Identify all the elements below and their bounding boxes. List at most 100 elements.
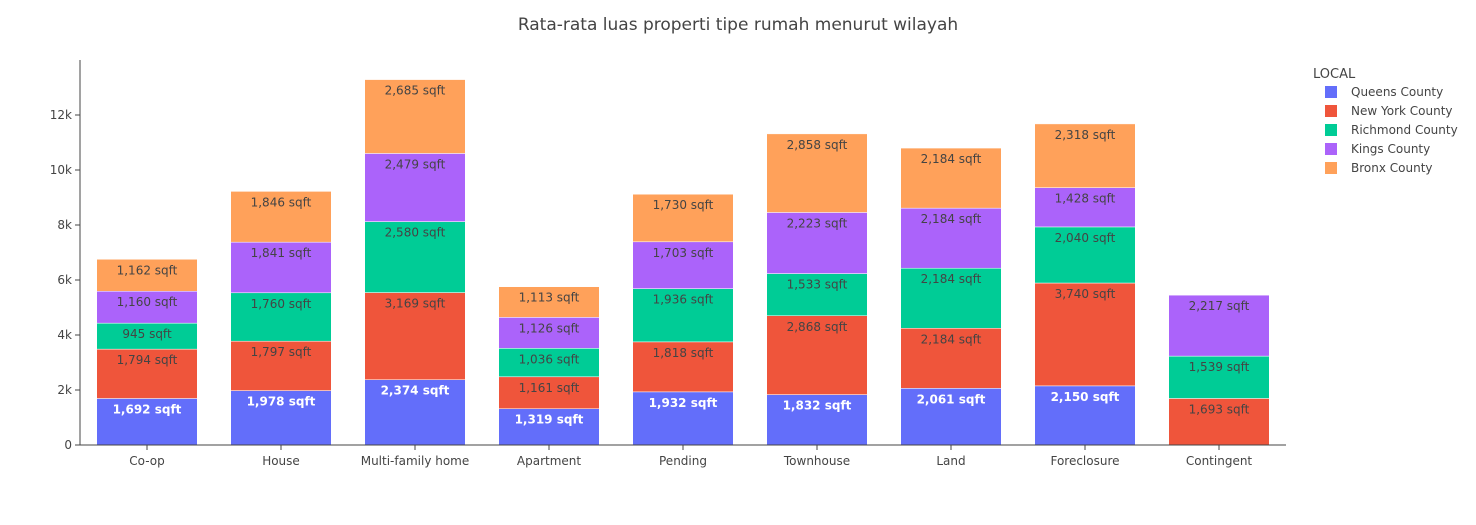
legend-item[interactable]: Queens County bbox=[1325, 85, 1443, 99]
bar-segment[interactable] bbox=[498, 317, 600, 349]
legend-swatch bbox=[1325, 162, 1337, 174]
bar-data-label: 1,703 sqft bbox=[653, 246, 714, 260]
bar-segment[interactable] bbox=[230, 340, 332, 391]
bar-data-label: 1,428 sqft bbox=[1055, 192, 1116, 206]
bar-data-label: 2,685 sqft bbox=[385, 84, 446, 98]
bar-data-label: 1,978 sqft bbox=[247, 395, 316, 409]
bar-segment[interactable] bbox=[364, 292, 466, 380]
bar-data-label: 1,533 sqft bbox=[787, 278, 848, 292]
bar-data-label: 2,040 sqft bbox=[1055, 231, 1116, 245]
legend-label: Bronx County bbox=[1351, 161, 1433, 175]
bar-data-label: 2,184 sqft bbox=[921, 212, 982, 226]
bar-segment[interactable] bbox=[230, 191, 332, 243]
bar-segment[interactable] bbox=[230, 390, 332, 446]
bar-data-label: 2,184 sqft bbox=[921, 332, 982, 346]
legend-swatch bbox=[1325, 86, 1337, 98]
x-tick-label: House bbox=[262, 454, 300, 468]
legend-swatch bbox=[1325, 124, 1337, 136]
x-tick-label: Townhouse bbox=[783, 454, 850, 468]
bar-data-label: 1,794 sqft bbox=[117, 353, 178, 367]
bar-segment[interactable] bbox=[498, 408, 600, 446]
bar-segment[interactable] bbox=[498, 286, 600, 318]
x-tick-label: Foreclosure bbox=[1050, 454, 1119, 468]
bar-segment[interactable] bbox=[1034, 123, 1136, 188]
y-tick-label: 2k bbox=[57, 383, 72, 397]
bar-data-label: 2,580 sqft bbox=[385, 226, 446, 240]
bar-segment[interactable] bbox=[96, 259, 198, 292]
bar-segment[interactable] bbox=[900, 388, 1002, 446]
bar-data-label: 2,858 sqft bbox=[787, 138, 848, 152]
bar-data-label: 3,740 sqft bbox=[1055, 287, 1116, 301]
bar-segment[interactable] bbox=[1168, 355, 1270, 399]
legend[interactable]: LOCAL Queens County New York County Richmo… bbox=[1313, 67, 1458, 175]
bar-segment[interactable] bbox=[1034, 282, 1136, 387]
legend-item[interactable]: Richmond County bbox=[1325, 123, 1458, 137]
bar-data-label: 1,936 sqft bbox=[653, 293, 714, 307]
y-tick-label: 12k bbox=[50, 108, 72, 122]
bar-data-label: 1,818 sqft bbox=[653, 346, 714, 360]
bar-data-label: 1,113 sqft bbox=[519, 291, 580, 305]
bar-segment[interactable] bbox=[364, 221, 466, 293]
legend-label: Richmond County bbox=[1351, 123, 1458, 137]
bar-segment[interactable] bbox=[766, 133, 868, 213]
bar-segment[interactable] bbox=[900, 328, 1002, 389]
bar-data-label: 2,479 sqft bbox=[385, 157, 446, 171]
bar-segment[interactable] bbox=[766, 212, 868, 274]
bar-segment[interactable] bbox=[766, 273, 868, 316]
bar-segment[interactable] bbox=[632, 193, 734, 243]
x-tick-label: Multi-family home bbox=[361, 454, 470, 468]
chart-title: Rata-rata luas properti tipe rumah menur… bbox=[518, 15, 958, 35]
x-tick-label: Pending bbox=[659, 454, 707, 468]
bar-segment[interactable] bbox=[1034, 385, 1136, 446]
bar-data-label: 1,539 sqft bbox=[1189, 360, 1250, 374]
bar-segment[interactable] bbox=[900, 207, 1002, 269]
bar-data-label: 2,150 sqft bbox=[1051, 390, 1120, 404]
y-axis: 0 2k 4k 6k 8k 10k 12k bbox=[50, 60, 81, 452]
bar-segment[interactable] bbox=[1034, 226, 1136, 284]
bar-data-label: 1,126 sqft bbox=[519, 321, 580, 335]
bar-segment[interactable] bbox=[230, 292, 332, 342]
x-axis: Co-op House Multi-family home Apartment Pend… bbox=[80, 444, 1286, 468]
x-tick-label: Contingent bbox=[1186, 454, 1253, 468]
bar-segment[interactable] bbox=[364, 379, 466, 446]
bar-data-label: 1,319 sqft bbox=[515, 413, 584, 427]
bar-segment[interactable] bbox=[632, 288, 734, 343]
bar-segment[interactable] bbox=[96, 290, 198, 324]
bar-segment[interactable] bbox=[498, 348, 600, 378]
bar-segment[interactable] bbox=[96, 348, 198, 399]
y-tick-label: 8k bbox=[57, 218, 72, 232]
bar-data-label: 1,161 sqft bbox=[519, 381, 580, 395]
legend-item[interactable]: Kings County bbox=[1325, 142, 1430, 156]
bar-data-label: 1,692 sqft bbox=[113, 402, 182, 416]
plot-area: 1,692 sqft 1,794 sqft 945 sqft 1,160 sqft 1,… bbox=[96, 79, 1270, 446]
bar-segment[interactable] bbox=[766, 394, 868, 446]
x-tick-label: Land bbox=[936, 454, 965, 468]
bar-segment[interactable] bbox=[96, 398, 198, 446]
y-tick-label: 0 bbox=[64, 438, 72, 452]
bar-data-label: 3,169 sqft bbox=[385, 297, 446, 311]
bar-data-label: 1,162 sqft bbox=[117, 263, 178, 277]
y-tick-label: 4k bbox=[57, 328, 72, 342]
legend-title: LOCAL bbox=[1313, 67, 1356, 82]
bar-segment[interactable] bbox=[230, 241, 332, 294]
legend-item[interactable]: Bronx County bbox=[1325, 161, 1433, 175]
y-tick-label: 6k bbox=[57, 273, 72, 287]
bar-data-label: 1,932 sqft bbox=[649, 396, 718, 410]
bar-segment[interactable] bbox=[900, 267, 1002, 329]
bar-segment[interactable] bbox=[1168, 294, 1270, 357]
bar-segment[interactable] bbox=[364, 79, 466, 154]
bar-segment[interactable] bbox=[900, 147, 1002, 209]
legend-item[interactable]: New York County bbox=[1325, 104, 1453, 118]
bar-data-label: 1,841 sqft bbox=[251, 246, 312, 260]
legend-label: Kings County bbox=[1351, 142, 1430, 156]
bar-segment[interactable] bbox=[632, 241, 734, 289]
bar-segment[interactable] bbox=[766, 315, 868, 395]
bar-data-label: 2,868 sqft bbox=[787, 320, 848, 334]
x-tick-label: Apartment bbox=[517, 454, 581, 468]
bar-data-label: 1,160 sqft bbox=[117, 295, 178, 309]
bar-segment[interactable] bbox=[632, 391, 734, 446]
bar-data-label: 2,318 sqft bbox=[1055, 128, 1116, 142]
bar-segment[interactable] bbox=[498, 376, 600, 409]
